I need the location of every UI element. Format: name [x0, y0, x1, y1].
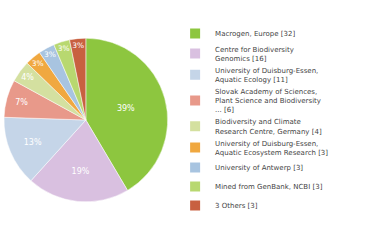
svg-text:19%: 19%: [72, 167, 90, 176]
svg-text:University of Duisburg-Essen,A: University of Duisburg-Essen,Aquatic Eco…: [215, 140, 328, 157]
svg-text:3%: 3%: [58, 44, 70, 53]
svg-text:3%: 3%: [44, 50, 56, 59]
svg-text:3%: 3%: [72, 41, 84, 50]
svg-text:39%: 39%: [117, 104, 135, 113]
svg-text:13%: 13%: [24, 138, 42, 147]
svg-text:Biodiversity and ClimateResear: Biodiversity and ClimateResearch Centre,…: [215, 118, 322, 135]
svg-text:4%: 4%: [21, 73, 34, 82]
svg-text:3%: 3%: [32, 59, 44, 68]
svg-text:Slovak Academy of Sciences,Pla: Slovak Academy of Sciences,Plant Science…: [215, 88, 321, 114]
svg-text:7%: 7%: [15, 98, 28, 107]
svg-text:University of Antwerp [3]: University of Antwerp [3]: [215, 164, 303, 172]
svg-text:University of Duisburg-Essen,A: University of Duisburg-Essen,Aquatic Eco…: [215, 67, 318, 84]
svg-text:3 Others [3]: 3 Others [3]: [215, 202, 258, 210]
svg-text:Centre for BiodiversityGenomic: Centre for BiodiversityGenomics [16]: [215, 46, 294, 63]
svg-text:Macrogen, Europe [32]: Macrogen, Europe [32]: [215, 30, 295, 38]
svg-text:Mined from GenBank, NCBI [3]: Mined from GenBank, NCBI [3]: [215, 183, 323, 191]
